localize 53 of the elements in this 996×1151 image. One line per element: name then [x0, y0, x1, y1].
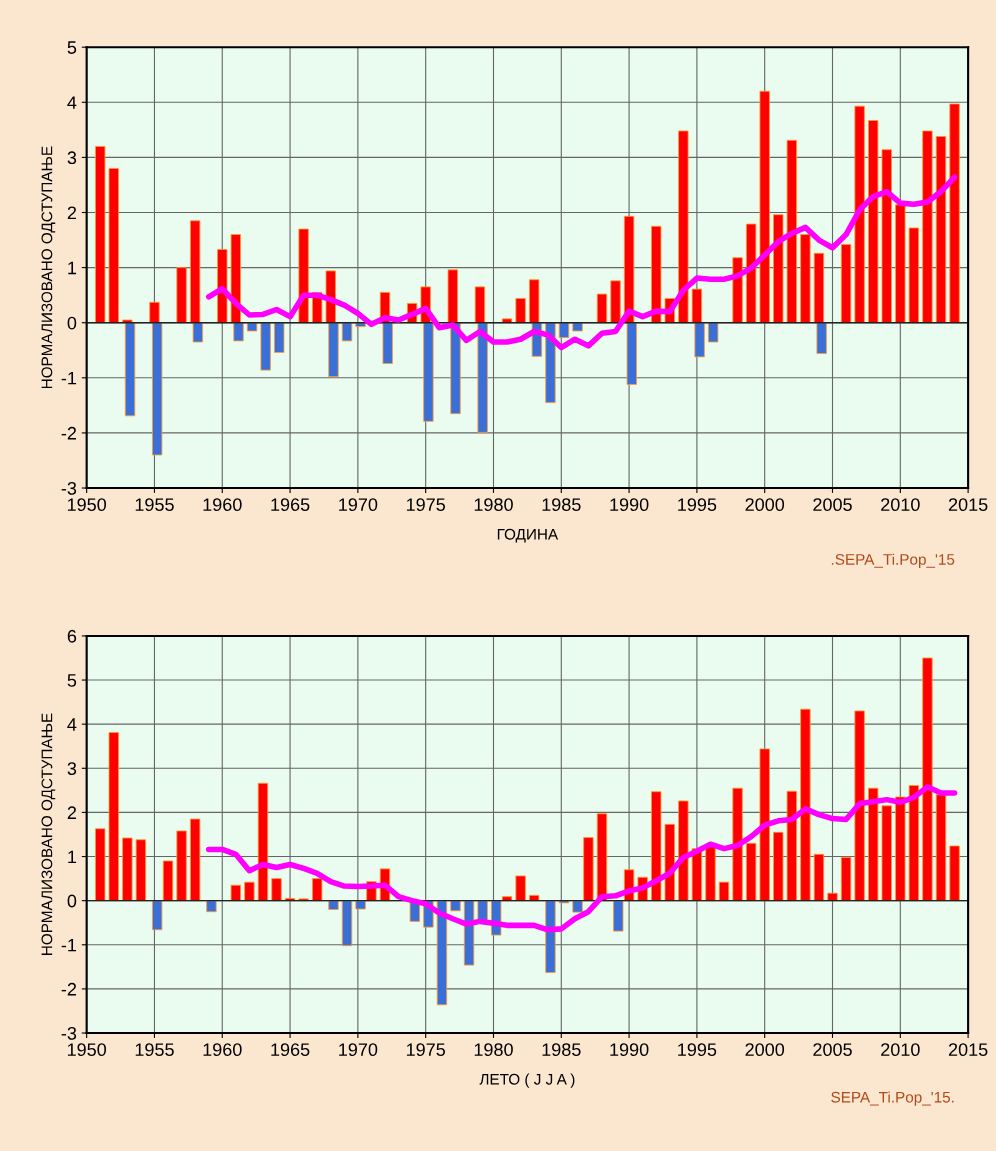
- y-tick-label: -1: [61, 371, 77, 385]
- y-tick-label: 5: [67, 674, 77, 687]
- y-tick-label: 1: [68, 261, 77, 275]
- y-axis-title: НОРМАЛИЗОВАНО ОДСТУПАЊЕ: [41, 146, 56, 389]
- y-tick-label: 2: [67, 206, 77, 220]
- y-tick-label: 1: [68, 850, 77, 864]
- y-tick-label: 0: [67, 894, 77, 908]
- y-tick-label: -3: [61, 1026, 77, 1040]
- y-tick-label: 3: [67, 762, 77, 776]
- y-tick-label: 3: [67, 151, 77, 165]
- x-axis-title: ЛЕТО ( J J A ): [479, 1073, 575, 1088]
- y-tick-label: -1: [61, 938, 77, 952]
- x-axis-title: ГОДИНА: [497, 528, 559, 543]
- y-axis-title: НОРМАЛИЗОВАНО ОДСТУПАЊЕ: [41, 713, 56, 955]
- x-tick-label: 1965: [271, 1043, 310, 1057]
- x-tick-label: 1995: [678, 1043, 717, 1057]
- x-tick-label: 1980: [474, 498, 513, 512]
- x-tick-label: 1975: [406, 1043, 445, 1057]
- x-tick-label: 2015: [948, 1043, 988, 1057]
- x-tick-label: 1955: [135, 1043, 174, 1057]
- y-tick-label: 2: [67, 806, 77, 819]
- y-tick-label: 4: [67, 718, 77, 731]
- x-tick-label: 1985: [542, 498, 581, 512]
- x-tick-label: 1970: [339, 1043, 378, 1057]
- y-tick-label: 4: [67, 96, 77, 109]
- x-tick-label: 2015: [948, 498, 988, 512]
- x-tick-label: 2000: [745, 498, 785, 512]
- y-tick-label: 5: [67, 41, 77, 54]
- x-tick-label: 1990: [610, 498, 649, 512]
- x-tick-label: 1960: [203, 498, 242, 512]
- x-tick-label: 1975: [406, 498, 445, 512]
- x-tick-label: 1985: [542, 1043, 581, 1057]
- x-tick-label: 1950: [67, 1043, 107, 1057]
- x-tick-label: 2010: [881, 498, 920, 512]
- x-tick-label: 1955: [135, 498, 174, 512]
- y-tick-label: 6: [67, 629, 77, 643]
- y-tick-label: -2: [61, 426, 77, 440]
- text: .SEPA_Ti.Pop_'15: [831, 553, 955, 568]
- y-tick-label: -3: [61, 481, 77, 495]
- x-tick-label: 1950: [67, 498, 107, 512]
- x-tick-label: 1970: [339, 498, 378, 512]
- x-tick-label: 2000: [745, 1043, 785, 1057]
- y-tick-label: -2: [61, 982, 77, 996]
- x-tick-label: 1960: [203, 1043, 242, 1057]
- text: SEPA_Ti.Pop_'15.: [831, 1091, 954, 1106]
- x-tick-label: 2005: [813, 498, 852, 512]
- x-tick-label: 1990: [610, 1043, 649, 1057]
- y-tick-label: 0: [67, 316, 77, 330]
- x-tick-label: 1995: [678, 498, 717, 512]
- x-tick-label: 2010: [881, 1043, 920, 1057]
- x-tick-label: 2005: [813, 1043, 852, 1057]
- x-tick-label: 1980: [474, 1043, 513, 1057]
- x-tick-label: 1965: [271, 498, 310, 512]
